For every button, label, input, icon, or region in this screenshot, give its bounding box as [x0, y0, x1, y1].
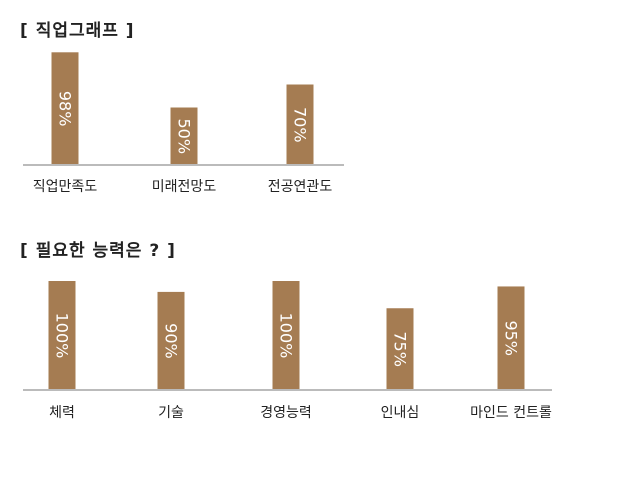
- chart2-bar-2: [157, 291, 185, 390]
- chart1-value-label-2: 50%: [175, 118, 194, 154]
- chart1-category-label-1: 직업만족도: [33, 179, 98, 195]
- chart2-category-label-4: 인내심: [381, 405, 420, 421]
- chart2-category-label-3: 경영능력: [260, 405, 312, 421]
- chart1-category-label-2: 미래전망도: [152, 179, 217, 195]
- chart1-title: [ 직업그래프 ]: [20, 21, 135, 41]
- chart2-bar-4: [386, 308, 414, 390]
- chart2-value-label-3: 100%: [277, 313, 296, 359]
- chart1-value-label-3: 70%: [291, 107, 310, 143]
- chart2-category-label-5: 마인드 컨트롤: [470, 405, 552, 421]
- chart2-bar-5: [497, 286, 525, 390]
- chart2-value-label-1: 100%: [53, 313, 72, 359]
- chart2-value-label-4: 75%: [391, 331, 410, 367]
- chart2-value-label-5: 95%: [502, 320, 521, 356]
- chart2-category-label-2: 기술: [158, 405, 184, 421]
- chart1-bar-1: [51, 52, 79, 165]
- chart1-category-label-3: 전공연관도: [268, 179, 333, 195]
- chart1-bar-2: [170, 107, 198, 165]
- chart2-bar-1: [48, 281, 76, 390]
- chart1-value-label-1: 98%: [56, 91, 75, 127]
- chart1-bar-3: [286, 84, 314, 165]
- chart2-title: [ 필요한 능력은 ? ]: [20, 241, 176, 261]
- chart2-category-label-1: 체력: [49, 405, 75, 421]
- chart2-value-label-2: 90%: [162, 323, 181, 359]
- chart2-bar-3: [272, 281, 300, 390]
